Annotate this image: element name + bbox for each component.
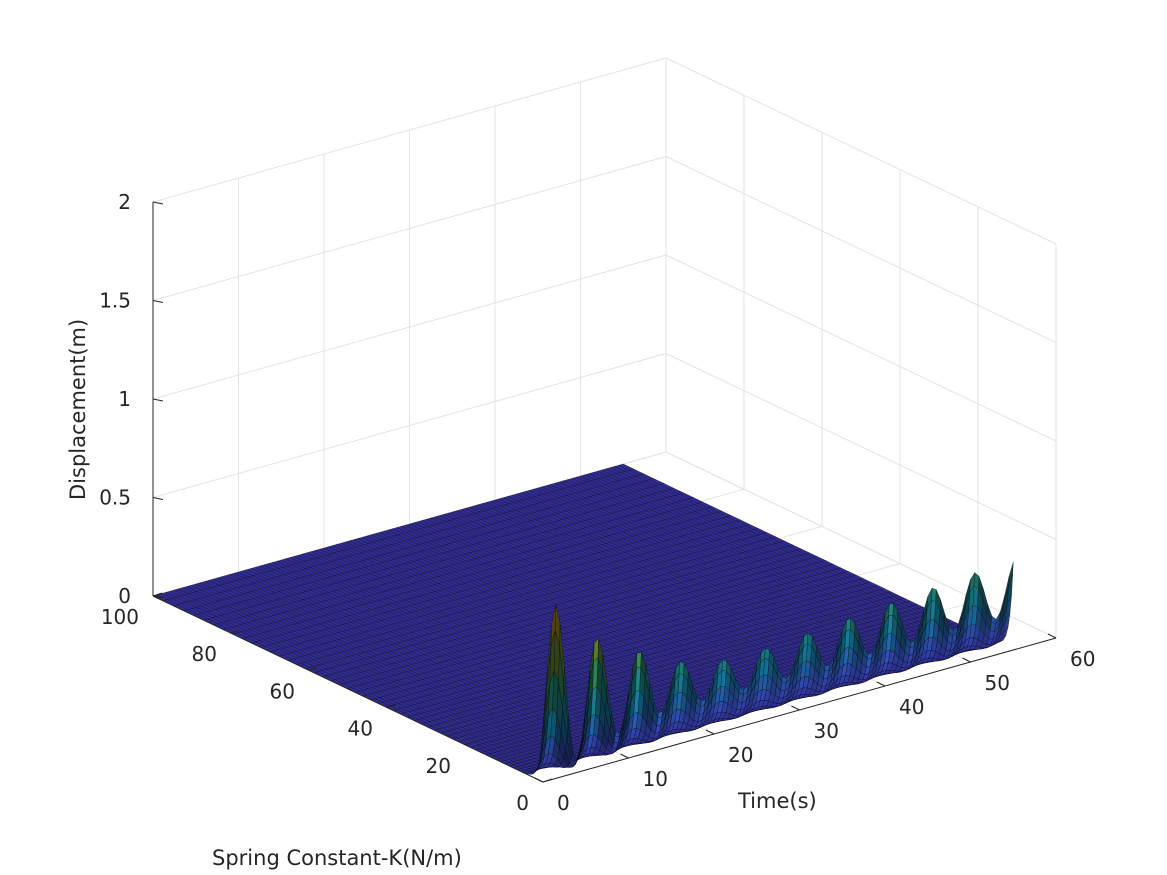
grid-line bbox=[152, 353, 667, 498]
grid-line bbox=[152, 254, 667, 400]
surface-layer bbox=[152, 463, 1014, 775]
grid-line bbox=[665, 451, 1057, 639]
grid-line bbox=[665, 254, 1057, 442]
grid-line bbox=[665, 353, 1057, 540]
grid-line bbox=[665, 156, 1057, 343]
grid-line bbox=[152, 57, 667, 203]
grid-line bbox=[152, 156, 667, 301]
grid-line bbox=[665, 57, 1057, 245]
